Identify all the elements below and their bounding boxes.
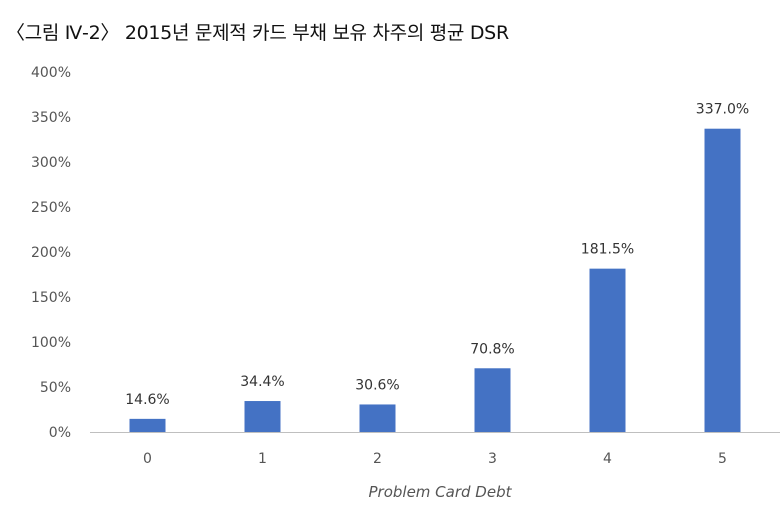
bar-1	[244, 401, 281, 432]
x-axis-title: Problem Card Debt	[369, 483, 513, 501]
y-axis: 0% 50% 100% 150% 200% 250% 300% 350% 400%	[31, 65, 71, 441]
y-tick-label: 150%	[31, 290, 71, 306]
y-tick-label: 400%	[31, 65, 71, 81]
y-tick-label: 0%	[49, 425, 71, 441]
data-label: 70.8%	[470, 341, 514, 357]
bar-0	[129, 418, 166, 432]
y-tick-label: 200%	[31, 245, 71, 261]
x-axis: 0 1 2 3 4 5	[90, 432, 780, 467]
bar-4	[589, 268, 626, 432]
x-tick-label: 3	[488, 451, 497, 467]
bar-2	[359, 404, 396, 432]
y-tick-label: 300%	[31, 155, 71, 171]
chart-title: 〈그림 Ⅳ-2〉 2015년 문제적 카드 부채 보유 차주의 평균 DSR	[6, 22, 509, 44]
x-tick-label: 2	[373, 451, 382, 467]
data-labels: 14.6% 34.4% 30.6% 70.8% 181.5% 337.0%	[125, 102, 749, 408]
y-tick-label: 250%	[31, 200, 71, 216]
data-label: 14.6%	[125, 392, 169, 408]
data-label: 34.4%	[240, 374, 284, 390]
data-label: 181.5%	[581, 242, 634, 258]
bar-5	[704, 128, 741, 432]
x-tick-label: 1	[258, 451, 267, 467]
bar-3	[474, 368, 511, 432]
bars	[129, 128, 741, 432]
y-tick-label: 50%	[40, 380, 71, 396]
x-tick-label: 5	[718, 451, 727, 467]
x-tick-label: 4	[603, 451, 612, 467]
y-tick-label: 100%	[31, 335, 71, 351]
x-tick-label: 0	[143, 451, 152, 467]
data-label: 30.6%	[355, 377, 399, 393]
y-tick-label: 350%	[31, 110, 71, 126]
data-label: 337.0%	[696, 102, 749, 118]
